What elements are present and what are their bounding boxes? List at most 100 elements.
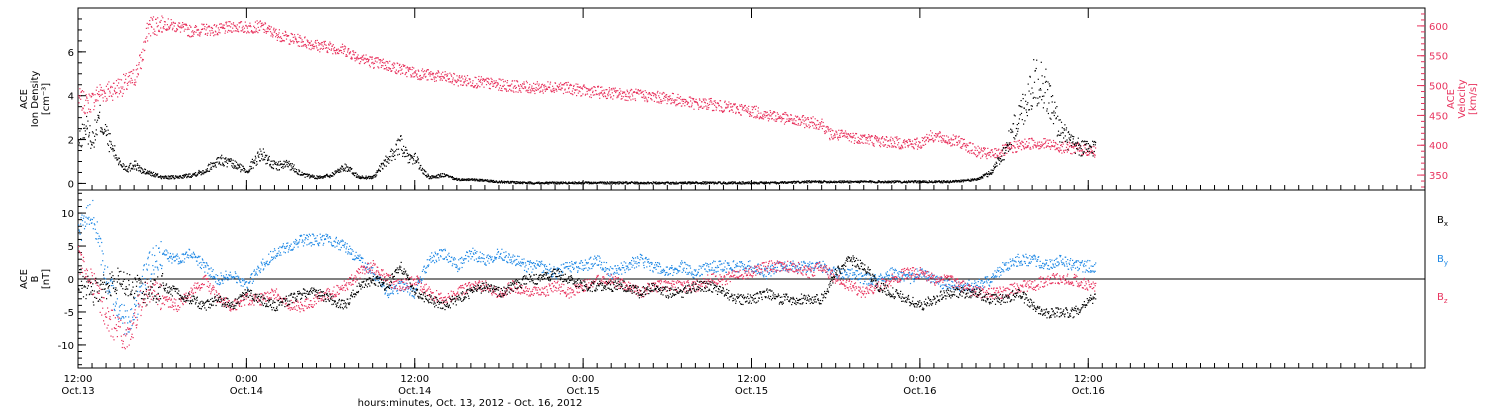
density-series-point <box>480 179 482 181</box>
velocity-series-point <box>116 91 118 94</box>
density-series-point <box>857 181 859 183</box>
density-series-point <box>687 181 689 183</box>
density-series-point <box>203 173 205 175</box>
velocity-series-point <box>429 72 431 74</box>
velocity-series-point <box>848 134 850 136</box>
density-series-point <box>405 155 407 157</box>
density-series-point <box>672 181 674 183</box>
velocity-series-point <box>421 68 424 70</box>
density-series-point <box>882 181 884 183</box>
velocity-series-point <box>160 27 162 29</box>
density-series-point <box>643 182 645 184</box>
velocity-series-point <box>320 42 323 44</box>
velocity-series-point <box>590 94 592 96</box>
velocity-series-point <box>354 60 356 62</box>
velocity-series-point <box>1034 141 1036 144</box>
density-series-point <box>400 148 403 150</box>
density-series-point <box>852 181 855 183</box>
density-series-point <box>492 181 494 183</box>
density-series-point <box>673 182 675 184</box>
density-series-point <box>123 168 125 170</box>
density-series-point <box>290 165 292 167</box>
velocity-series-point <box>1032 145 1034 148</box>
velocity-series-point <box>807 118 810 121</box>
density-series-point <box>101 127 103 129</box>
velocity-series-point <box>480 76 482 78</box>
density-series-point <box>819 180 821 183</box>
velocity-series-point <box>433 78 435 80</box>
density-series-point <box>101 129 103 131</box>
density-series-point <box>210 166 212 168</box>
velocity-series-point <box>944 141 946 143</box>
density-series-point <box>364 177 366 179</box>
velocity-series-point <box>437 71 440 73</box>
density-series-point <box>539 183 541 185</box>
velocity-series-point <box>220 23 222 25</box>
velocity-series-point <box>831 129 833 131</box>
density-series-point <box>754 181 757 184</box>
velocity-series-point <box>757 116 759 118</box>
density-series-point <box>257 155 259 157</box>
density-series-point <box>589 181 591 184</box>
velocity-series-point <box>472 82 474 84</box>
density-series-point <box>842 181 844 183</box>
density-series-point <box>235 165 237 167</box>
velocity-series-point <box>942 140 944 142</box>
velocity-series-point <box>348 53 350 55</box>
density-series-point <box>200 171 202 173</box>
velocity-series-point <box>103 91 105 93</box>
velocity-series-point <box>829 139 831 141</box>
velocity-series-point <box>245 24 247 26</box>
velocity-series-point <box>858 141 860 143</box>
velocity-series-point <box>743 107 745 109</box>
velocity-series-point <box>195 26 198 28</box>
density-series-point <box>151 172 153 174</box>
velocity-series-point <box>912 146 914 148</box>
velocity-series-point <box>994 153 996 155</box>
density-series-point <box>320 177 322 179</box>
density-series-point <box>132 166 134 168</box>
velocity-series-point <box>475 77 477 79</box>
velocity-series-point <box>309 44 312 46</box>
velocity-series-point <box>901 146 903 148</box>
velocity-series-point <box>1029 148 1031 150</box>
velocity-series-point <box>586 88 588 90</box>
velocity-series-point <box>300 41 302 43</box>
x-tick-time: 12:00 <box>1074 374 1103 385</box>
density-series-point <box>731 183 733 185</box>
velocity-series-point <box>274 31 276 33</box>
density-series-point <box>317 176 319 178</box>
velocity-series-point <box>689 106 691 108</box>
density-series-point <box>650 182 653 184</box>
velocity-series-point <box>902 147 904 149</box>
velocity-series-point <box>866 137 868 139</box>
density-series-point <box>228 160 230 162</box>
velocity-series-point <box>135 81 137 83</box>
density-series-point <box>792 181 794 184</box>
density-series-point <box>344 169 346 171</box>
velocity-series-point <box>1021 141 1023 143</box>
velocity-series-point <box>643 97 645 99</box>
density-series-point <box>864 180 866 182</box>
velocity-series-point <box>251 31 253 33</box>
velocity-series-point <box>119 90 121 92</box>
velocity-series-point <box>715 106 717 108</box>
density-series-point <box>355 176 357 178</box>
velocity-series-point <box>151 26 153 28</box>
velocity-series-point <box>561 87 563 89</box>
velocity-series-point <box>946 141 948 143</box>
density-series-point <box>934 181 936 183</box>
velocity-series-point <box>166 29 168 31</box>
density-series-point <box>453 179 455 181</box>
velocity-series-point <box>693 108 695 110</box>
density-series-point <box>255 157 257 159</box>
density-series-point <box>676 182 678 184</box>
velocity-series-point <box>864 142 866 144</box>
velocity-series-point <box>558 83 560 85</box>
velocity-series-point <box>539 90 541 92</box>
velocity-series-point <box>363 58 365 60</box>
density-series-point <box>988 171 990 173</box>
velocity-series-point <box>789 118 791 120</box>
velocity-series-point <box>186 28 188 31</box>
velocity-series-point <box>1044 138 1046 140</box>
